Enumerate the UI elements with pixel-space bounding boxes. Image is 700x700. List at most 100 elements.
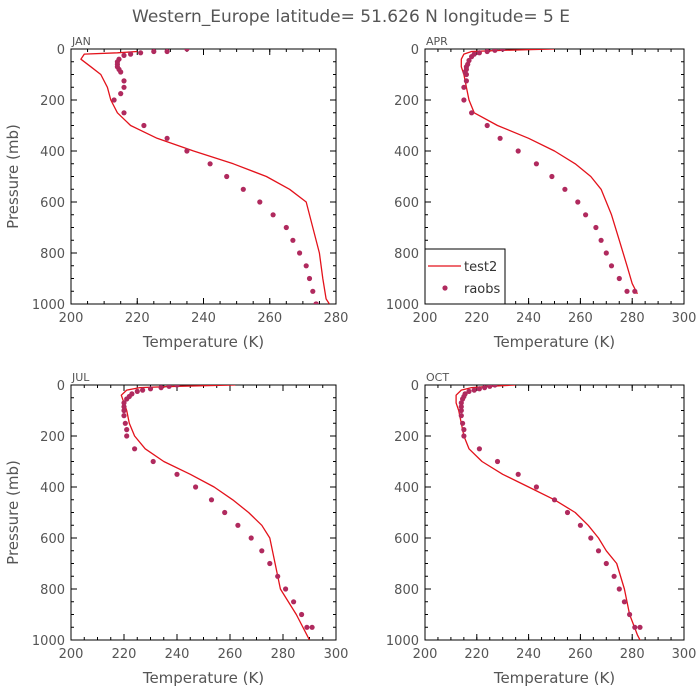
series-line-test2: [460, 49, 638, 295]
x-tick-label: 260: [218, 647, 243, 662]
data-point-raobs: [461, 433, 467, 439]
panel-apr: APR 200 220 240 260 280 300 0 200 400 600 800 1000 Te…: [386, 35, 697, 351]
data-point-raobs: [267, 560, 273, 567]
data-point-raobs: [471, 387, 477, 393]
data-point-raobs: [124, 396, 130, 402]
x-axis-label: Temperature (K): [493, 333, 615, 351]
series-line-test2: [455, 385, 641, 640]
plot-area: [120, 385, 315, 640]
x-tick-label: 240: [191, 311, 216, 326]
data-point-raobs: [463, 71, 469, 78]
data-point-raobs: [463, 78, 469, 84]
legend-label: raobs: [464, 282, 501, 297]
panel-label: JAN: [71, 35, 91, 48]
data-point-raobs: [166, 385, 172, 389]
y-tick-label: 400: [394, 481, 419, 496]
data-point-raobs: [564, 509, 571, 516]
y-tick-label: 200: [394, 94, 419, 109]
data-point-raobs: [121, 78, 127, 84]
data-point-raobs: [482, 385, 488, 391]
data-point-raobs: [124, 427, 130, 433]
data-point-raobs: [184, 148, 190, 154]
data-point-raobs: [487, 385, 493, 389]
data-point-raobs: [460, 420, 466, 426]
data-point-raobs: [124, 433, 130, 439]
data-point-raobs: [121, 84, 127, 90]
y-tick-label: 200: [40, 94, 65, 109]
data-point-raobs: [248, 535, 254, 541]
x-tick-label: 280: [324, 311, 349, 326]
legend-point-swatch: [442, 285, 448, 291]
data-point-raobs: [466, 388, 472, 394]
y-tick-label: 1000: [32, 298, 65, 313]
data-point-raobs: [458, 404, 464, 410]
data-point-raobs: [515, 148, 521, 154]
data-point-raobs: [616, 586, 622, 592]
data-point-raobs: [458, 413, 464, 419]
data-point-raobs: [240, 186, 246, 192]
y-tick-label: 600: [394, 196, 419, 211]
data-point-raobs: [132, 446, 138, 452]
data-point-raobs: [121, 110, 127, 116]
y-tick-label: 1000: [386, 298, 419, 313]
data-point-raobs: [533, 484, 540, 490]
x-tick-label: 220: [464, 647, 489, 662]
y-axis-label: Pressure (mb): [4, 124, 22, 229]
panel-label: APR: [426, 35, 448, 48]
x-tick-label: 280: [620, 647, 645, 662]
x-tick-label: 240: [516, 311, 541, 326]
data-point-raobs: [304, 624, 310, 630]
x-tick-label: 260: [568, 647, 593, 662]
x-tick-label: 200: [413, 311, 438, 326]
data-point-raobs: [121, 400, 127, 406]
data-point-raobs: [128, 51, 134, 57]
plot-area: [80, 49, 330, 304]
data-point-raobs: [500, 49, 506, 52]
data-point-raobs: [222, 509, 228, 516]
data-point-raobs: [533, 161, 540, 167]
data-point-raobs: [151, 49, 157, 55]
y-tick-label: 600: [40, 196, 65, 211]
data-point-raobs: [484, 49, 490, 55]
data-point-raobs: [118, 69, 124, 75]
data-point-raobs: [235, 522, 241, 528]
data-point-raobs: [461, 84, 467, 90]
data-point-raobs: [515, 471, 521, 477]
y-tick-label: 800: [40, 247, 65, 262]
data-point-raobs: [469, 54, 475, 60]
y-tick-label: 1000: [32, 634, 65, 649]
x-tick-label: 280: [271, 647, 296, 662]
data-point-raobs: [492, 385, 498, 388]
x-axis-label: Temperature (K): [142, 669, 264, 687]
data-point-raobs: [632, 624, 638, 630]
data-point-raobs: [174, 385, 180, 388]
data-point-raobs: [588, 535, 594, 541]
x-tick-label: 300: [672, 647, 697, 662]
plot-frame: [70, 384, 337, 641]
y-tick-label: 600: [394, 532, 419, 547]
data-point-raobs: [184, 49, 190, 52]
data-point-raobs: [632, 288, 638, 294]
data-point-raobs: [310, 288, 316, 294]
y-tick-label: 200: [40, 430, 65, 445]
series-line-test2: [120, 385, 311, 640]
data-point-raobs: [583, 212, 589, 218]
x-tick-label: 240: [516, 647, 541, 662]
data-point-raobs: [121, 407, 127, 414]
data-point-raobs: [484, 122, 490, 129]
data-point-raobs: [309, 624, 315, 630]
y-tick-label: 0: [411, 43, 419, 58]
data-point-raobs: [608, 263, 615, 269]
plot-frame: [70, 48, 337, 305]
data-point-raobs: [306, 275, 313, 282]
data-point-raobs: [595, 548, 602, 554]
data-point-raobs: [164, 49, 170, 55]
data-point-raobs: [270, 212, 276, 218]
x-axis-label: Temperature (K): [493, 669, 615, 687]
data-point-raobs: [458, 400, 464, 406]
data-point-raobs: [469, 110, 475, 116]
data-point-raobs: [121, 404, 127, 410]
y-tick-label: 400: [394, 145, 419, 160]
x-tick-label: 300: [672, 311, 697, 326]
data-point-raobs: [299, 611, 305, 618]
